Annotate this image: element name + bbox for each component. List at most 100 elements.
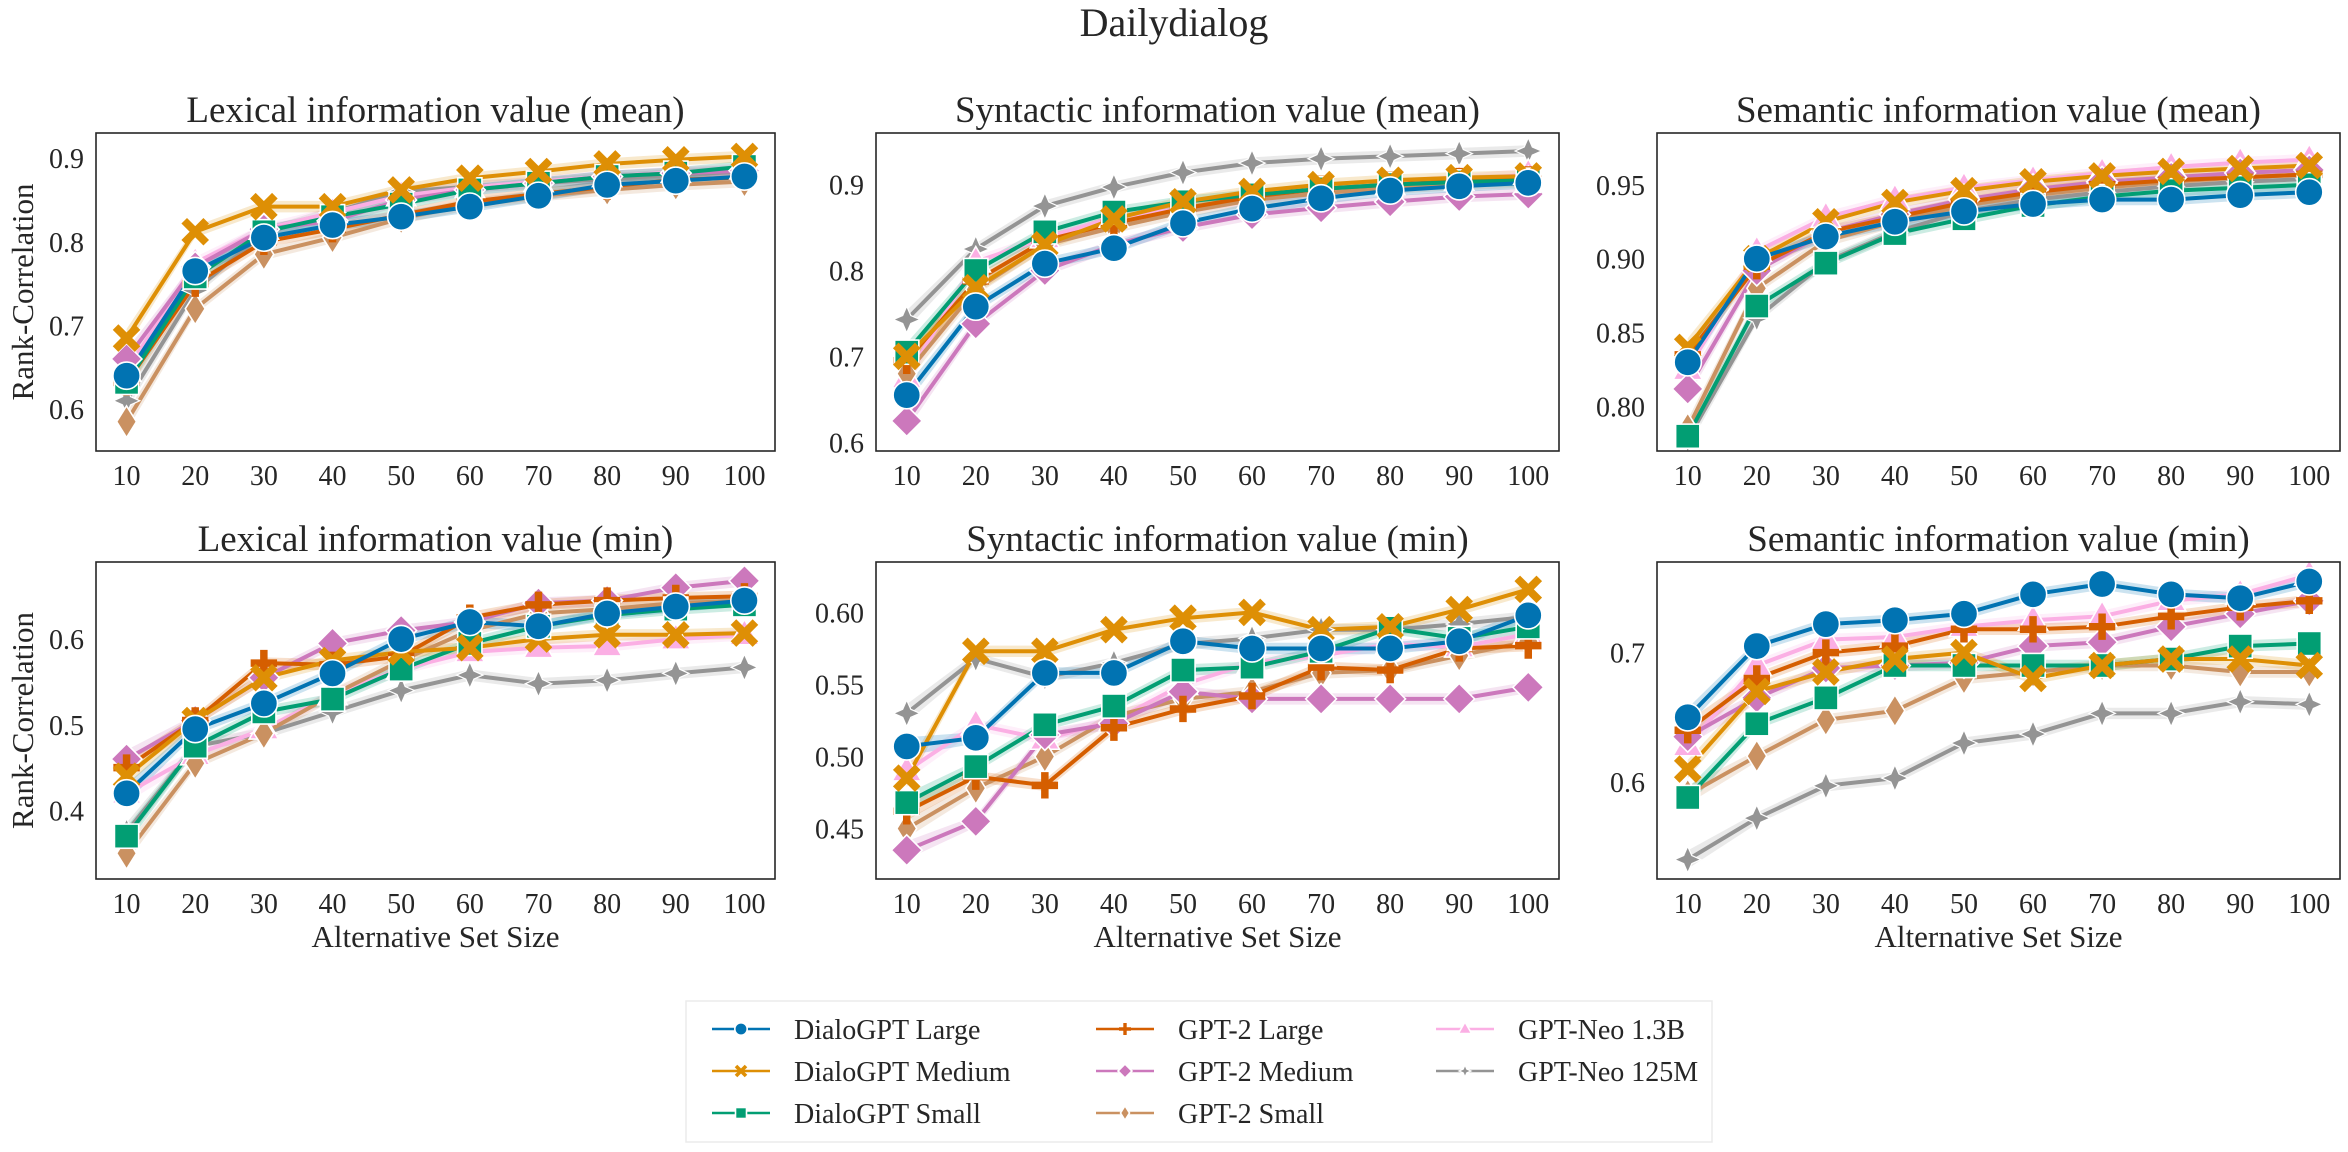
line-dialogpt-large	[1686, 579, 2310, 719]
confidence-bands	[906, 145, 1529, 431]
point-dialogpt-medium-60	[456, 164, 484, 192]
x-tick-label: 80	[593, 461, 621, 492]
point-dialogpt-large-90	[1444, 626, 1474, 656]
point-dialogpt-medium-40	[1100, 205, 1128, 233]
line-dialogpt-medium	[125, 631, 745, 778]
point-gpt-neo-125m-50	[1168, 157, 1198, 188]
point-gpt-2-medium-10	[890, 404, 924, 438]
point-dialogpt-large-90	[661, 166, 691, 196]
point-dialogpt-large-80	[2156, 579, 2186, 609]
point-dialogpt-medium-60	[1238, 598, 1266, 627]
point-dialogpt-large-10	[112, 361, 141, 391]
axes-frame	[1656, 561, 2341, 880]
series-markers	[890, 136, 1545, 438]
panel-2: Syntactic information value (mean) 10 20 30…	[829, 90, 1560, 492]
point-gpt-neo-125m-10	[1673, 844, 1703, 875]
y-tick-label: 0.45	[815, 815, 864, 846]
x-tick-label: 40	[1100, 461, 1128, 492]
point-dialogpt-large-40	[318, 210, 347, 240]
point-dialogpt-large-80	[1375, 634, 1405, 663]
x-tick-label: 10	[893, 461, 921, 492]
axes-frame	[95, 132, 776, 452]
y-tick-label: 0.6	[1610, 768, 1645, 799]
x-tick-label: 40	[1100, 889, 1128, 920]
series-markers	[1671, 142, 2326, 454]
point-gpt-2-medium-80	[1373, 682, 1407, 716]
x-tick-label: 60	[2019, 461, 2047, 492]
point-dialogpt-large-40	[1099, 658, 1129, 688]
point-dialogpt-medium-20	[1742, 677, 1771, 706]
point-dialogpt-small-30	[1031, 711, 1058, 738]
point-dialogpt-medium-50	[1169, 604, 1197, 632]
point-dialogpt-large-100	[1513, 168, 1543, 198]
legend-frame	[685, 1000, 1713, 1143]
x-tick-label: 20	[181, 889, 209, 920]
legend-marker-dialogpt-small	[734, 1106, 748, 1120]
x-axis-label: Alternative Set Size	[1875, 919, 2123, 954]
x-tick-label: 10	[893, 889, 921, 920]
chart-suptitle: Dailydialog	[1080, 0, 1269, 45]
point-dialogpt-large-30	[249, 223, 279, 253]
point-dialogpt-medium-50	[1169, 187, 1197, 216]
point-dialogpt-large-50	[386, 624, 416, 654]
point-dialogpt-small-50	[1170, 657, 1196, 683]
point-dialogpt-large-70	[1306, 183, 1336, 213]
point-gpt-2-small-40	[1884, 693, 1906, 729]
x-axis-label: Alternative Set Size	[1094, 919, 1342, 954]
line-gpt-2-medium	[905, 685, 1529, 853]
x-tick-label: 90	[1445, 461, 1473, 492]
point-dialogpt-large-70	[2087, 569, 2117, 599]
series-lines	[904, 587, 1530, 853]
point-dialogpt-medium-20	[181, 217, 210, 246]
x-tick-label: 100	[723, 889, 765, 920]
point-dialogpt-medium-30	[250, 192, 278, 221]
point-dialogpt-small-10	[1674, 423, 1701, 450]
point-gpt-neo-125m-90	[661, 658, 691, 689]
point-gpt-neo-125m-60	[455, 660, 485, 690]
x-tick-label: 80	[1376, 461, 1404, 492]
legend-label-dialogpt-small: DialoGPT Small	[794, 1099, 981, 1130]
point-dialogpt-large-100	[2294, 177, 2324, 207]
x-tick-label: 50	[387, 461, 415, 492]
point-dialogpt-large-60	[455, 607, 485, 637]
point-dialogpt-large-40	[1099, 233, 1129, 263]
x-tick-label: 70	[1307, 889, 1335, 920]
point-gpt-2-medium-20	[959, 804, 993, 838]
point-dialogpt-large-50	[1168, 626, 1198, 656]
line-dialogpt-large	[125, 598, 745, 795]
point-dialogpt-large-10	[892, 731, 922, 761]
point-dialogpt-large-10	[1673, 347, 1703, 377]
line-dialogpt-small	[905, 624, 1529, 805]
line-gpt-neo-1-3b	[125, 632, 745, 796]
point-dialogpt-large-40	[318, 658, 347, 688]
point-dialogpt-small-30	[1812, 684, 1839, 711]
point-dialogpt-large-40	[1880, 605, 1910, 635]
point-dialogpt-large-30	[1811, 222, 1841, 251]
series-lines	[125, 578, 745, 855]
point-dialogpt-medium-30	[250, 663, 278, 692]
point-gpt-neo-125m-40	[1880, 763, 1910, 793]
point-dialogpt-medium-60	[2019, 168, 2047, 196]
point-dialogpt-large-80	[2156, 185, 2186, 214]
y-tick-label: 0.8	[49, 228, 84, 259]
x-tick-label: 10	[113, 889, 141, 920]
panel-4: Lexical information value (min) 10 20 30 40 5…	[5, 519, 776, 954]
legend-item-gpt-2-large: GPT-2 Large	[1096, 1015, 1323, 1046]
point-gpt-2-small-20	[1745, 738, 1768, 774]
point-dialogpt-medium-10	[892, 342, 921, 371]
x-tick-label: 90	[2226, 889, 2254, 920]
line-dialogpt-large	[905, 180, 1529, 397]
x-tick-label: 100	[2288, 889, 2330, 920]
point-dialogpt-small-20	[1743, 710, 1770, 737]
point-dialogpt-large-20	[180, 256, 210, 286]
point-dialogpt-large-90	[1444, 171, 1474, 201]
legend-label-gpt-neo-1-3b: GPT-Neo 1.3B	[1518, 1015, 1685, 1046]
x-tick-label: 50	[387, 889, 415, 920]
x-tick-label: 30	[1812, 461, 1840, 492]
line-gpt-2-large	[125, 594, 745, 770]
legend-item-gpt-2-medium: GPT-2 Medium	[1096, 1057, 1354, 1088]
legend-marker-dialogpt-large	[733, 1021, 748, 1036]
x-tick-label: 80	[2157, 889, 2185, 920]
legend-marker-gpt-neo-1-3b	[1456, 1020, 1474, 1035]
legend-label-gpt-neo-125m: GPT-Neo 125M	[1518, 1057, 1698, 1088]
